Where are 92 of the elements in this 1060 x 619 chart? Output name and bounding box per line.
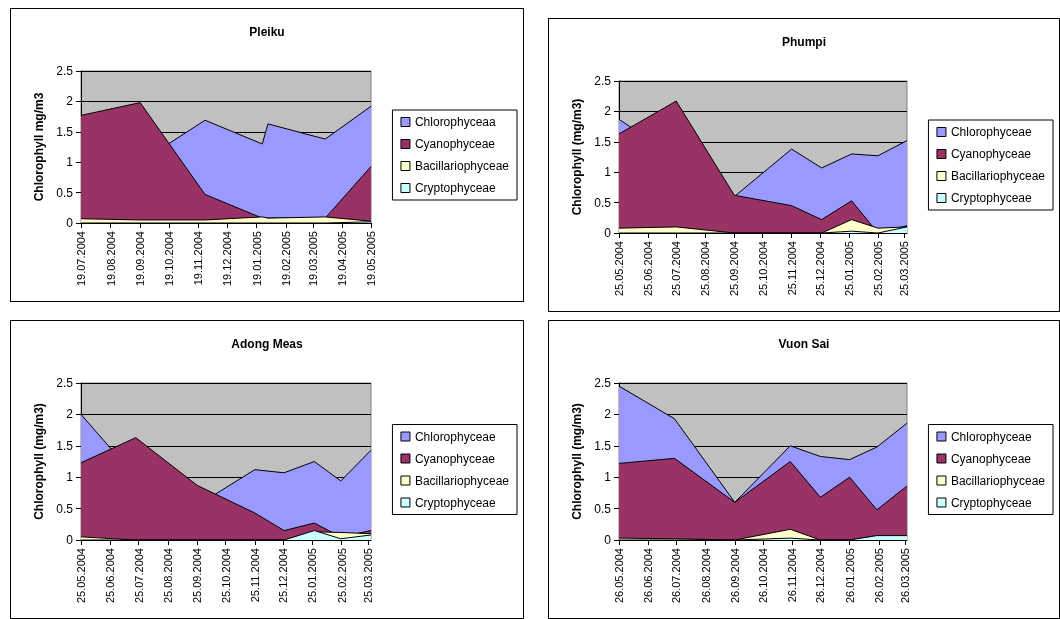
y-tick-label: 2.5 (56, 64, 74, 78)
legend-label: Chlorophyceae (414, 429, 496, 444)
x-tick-label: 25.12.2004 (277, 548, 290, 604)
x-tick-label: 25.09.2004 (728, 241, 741, 297)
legend-label: Cryptophyceae (414, 181, 496, 195)
x-tick-label: 26.05.2004 (613, 548, 625, 604)
y-axis-title: Chlorophyll (mg/m3) (570, 98, 585, 216)
y-tick-label: 1 (604, 470, 612, 485)
x-tick-label: 26.09.2004 (728, 548, 741, 604)
legend-label: Cryptophyceae (414, 495, 496, 510)
y-tick-label: 1.5 (56, 438, 74, 453)
x-tick-label: 26.02.2005 (872, 548, 885, 604)
y-tick-label: 2 (604, 407, 612, 422)
x-tick-label: 25.09.2004 (191, 548, 204, 604)
legend-label: Chlorophyceae (950, 429, 1032, 444)
x-tick-label: 25.10.2004 (219, 548, 232, 604)
legend-label: Chlorophyceaa (414, 115, 496, 129)
y-axis-title: Chlorophyll (mg/m3) (570, 403, 585, 520)
y-tick-label: 0 (66, 533, 74, 547)
x-tick-label: 19.05.2005 (365, 231, 377, 287)
legend-label: Bacillariophyceae (950, 169, 1046, 183)
y-tick-label: 2 (604, 104, 612, 119)
x-tick-label: 26.12.2004 (814, 548, 827, 604)
x-tick-label: 25.06.2004 (642, 241, 655, 297)
y-tick-label: 1 (66, 155, 74, 170)
y-tick-label: 1 (66, 470, 74, 485)
y-tick-label: 2.5 (594, 376, 612, 390)
x-tick-label: 26.06.2004 (642, 548, 655, 604)
x-tick-label: 19.02.2005 (280, 231, 293, 287)
x-tick-label: 25.07.2004 (670, 241, 683, 297)
legend-label: Cyanophyceae (414, 137, 496, 151)
legend-label: Cryptophyceae (950, 495, 1032, 510)
x-tick-label: 19.01.2005 (250, 231, 263, 287)
y-tick-label: 0.5 (594, 501, 612, 516)
chart-title: Pleiku (249, 25, 285, 39)
legend-label: Chlorophyceae (950, 125, 1032, 139)
x-tick-label: 25.06.2004 (104, 548, 117, 604)
y-tick-label: 1.5 (594, 438, 612, 453)
x-tick-label: 19.04.2005 (336, 231, 349, 287)
y-tick-label: 2 (66, 407, 74, 422)
x-tick-label: 25.02.2005 (871, 241, 884, 297)
x-tick-label: 19.09.2004 (134, 231, 147, 287)
y-tick-label: 2 (66, 94, 74, 109)
legend-label: Cyanophyceae (950, 451, 1032, 466)
y-axis-title: Chlorophyll mg/m3 (32, 92, 47, 202)
chart-title: Phumpi (782, 35, 826, 49)
legend-label: Cyanophyceae (414, 451, 496, 466)
x-tick-label: 25.01.2005 (842, 241, 855, 297)
x-tick-label: 25.01.2005 (306, 548, 319, 604)
chart-title: Vuon Sai (778, 337, 830, 351)
y-tick-label: 2.5 (56, 376, 74, 390)
y-tick-label: 0 (604, 226, 612, 240)
legend-label: Cryptophyceae (950, 191, 1032, 205)
x-tick-label: 26.01.2005 (843, 548, 856, 604)
x-tick-label: 25.11.2004 (785, 241, 798, 296)
y-tick-label: 0.5 (594, 195, 612, 210)
legend-label: Cyanophyceae (950, 147, 1032, 161)
legend-label: Bacillariophyceae (414, 159, 510, 173)
x-tick-label: 19.11.2004 (192, 231, 205, 286)
x-tick-label: 26.03.2005 (899, 548, 912, 604)
x-tick-label: 25.02.2005 (335, 548, 348, 604)
x-tick-label: 19.12.2004 (220, 231, 233, 287)
x-tick-label: 25.12.2004 (813, 241, 826, 297)
legend-label: Bacillariophyceae (950, 473, 1046, 488)
x-tick-label: 25.07.2004 (132, 548, 145, 604)
x-tick-label: 19.03.2005 (306, 231, 319, 287)
legend-label: Bacillariophyceae (414, 473, 510, 488)
y-tick-label: 1 (604, 165, 612, 180)
y-tick-label: 1.5 (56, 124, 74, 139)
x-tick-label: 25.03.2005 (362, 548, 375, 604)
x-tick-label: 26.10.2004 (757, 548, 769, 604)
x-tick-label: 25.05.2004 (75, 548, 87, 604)
x-tick-label: 25.11.2004 (248, 548, 261, 603)
y-tick-label: 0.5 (56, 501, 74, 516)
chart-title: Adong Meas (231, 337, 303, 351)
y-tick-label: 0.5 (56, 185, 74, 200)
x-tick-label: 25.08.2004 (161, 548, 174, 604)
x-tick-label: 26.11.2004 (786, 548, 799, 603)
x-tick-label: 19.07.2004 (75, 231, 87, 287)
x-tick-label: 26.07.2004 (670, 548, 683, 604)
x-tick-label: 19.08.2004 (104, 231, 117, 287)
x-tick-label: 25.05.2004 (613, 241, 625, 297)
y-tick-label: 2.5 (594, 74, 612, 88)
x-tick-label: 26.08.2004 (699, 548, 712, 604)
x-tick-label: 25.03.2005 (898, 241, 911, 297)
y-tick-label: 0 (66, 216, 74, 230)
x-tick-label: 25.08.2004 (699, 241, 712, 297)
y-tick-label: 1.5 (594, 134, 612, 149)
y-axis-title: Chlorophyll (mg/m3) (32, 403, 47, 520)
x-tick-label: 19.10.2004 (162, 231, 175, 287)
x-tick-label: 25.10.2004 (756, 241, 769, 297)
y-tick-label: 0 (604, 533, 612, 547)
